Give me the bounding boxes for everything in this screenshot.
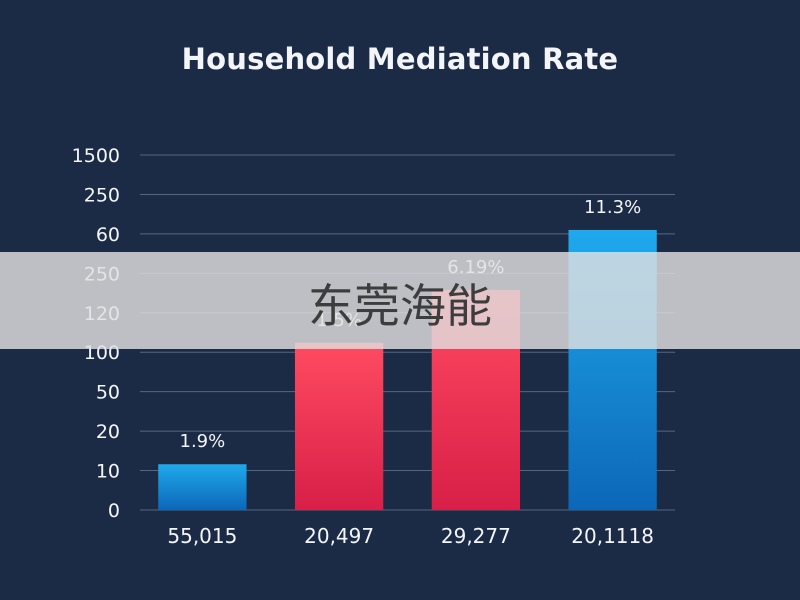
- y-tick-label: 250: [84, 184, 120, 206]
- y-tick-label: 50: [96, 382, 120, 404]
- bar: [158, 464, 247, 510]
- data-label: 1.9%: [180, 431, 226, 452]
- data-label: 11.3%: [584, 197, 641, 218]
- x-tick-label: 55,015: [167, 524, 237, 548]
- bar: [294, 342, 384, 510]
- y-tick-label: 10: [96, 461, 120, 483]
- x-axis-ticks: 55,015 20,497 29,277 20,1118: [167, 524, 654, 548]
- y-tick-label: 60: [96, 224, 120, 246]
- x-tick-label: 29,277: [441, 524, 511, 548]
- y-tick-label: 0: [108, 500, 120, 522]
- y-tick-label: 20: [96, 421, 120, 443]
- watermark-text: 东莞海能: [308, 279, 492, 333]
- watermark-band: [0, 252, 800, 349]
- x-tick-label: 20,1118: [571, 524, 654, 548]
- y-tick-label: 1500: [72, 145, 120, 167]
- chart-title: Household Mediation Rate: [181, 42, 619, 76]
- x-tick-label: 20,497: [304, 524, 374, 548]
